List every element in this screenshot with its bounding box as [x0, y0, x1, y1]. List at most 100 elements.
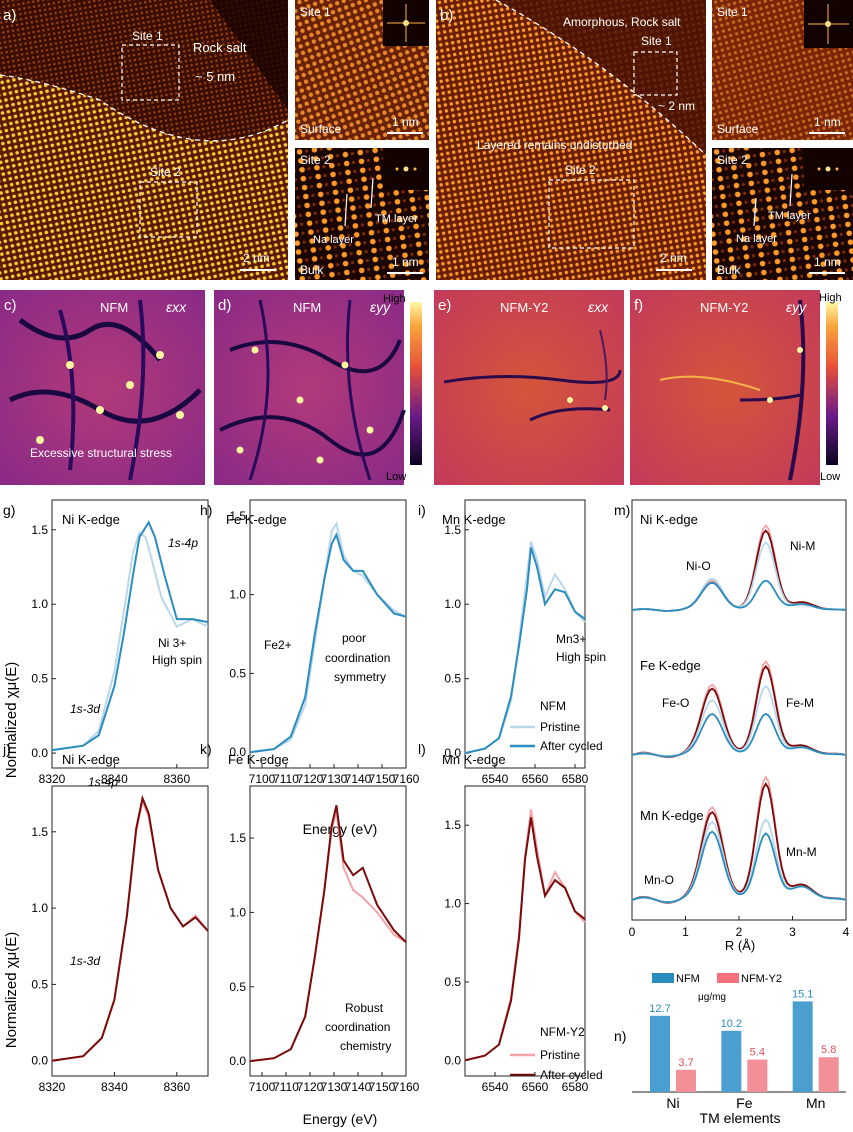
y-tick-label-k: 0.5: [229, 980, 246, 994]
y-tick-label-g: 0.5: [31, 672, 48, 686]
tem-image-b1: Site 1 Surface 1 nm: [712, 0, 853, 140]
x-tick-label-l: 6540: [482, 1080, 509, 1094]
series-line-l-1: [464, 817, 586, 1062]
tem-b2-site: Site 2: [717, 153, 748, 167]
tem-b1-scale: 1 nm: [814, 115, 841, 129]
exafs-line-fe-3: [631, 712, 847, 758]
tem-a1-site: Site 1: [300, 5, 331, 19]
tem-b-site2: Site 2: [565, 163, 596, 177]
tem-b2-scale: 1 nm: [814, 255, 841, 269]
x-tick-label-k: 7160: [393, 1080, 420, 1094]
panel-e-letter: e): [438, 297, 451, 314]
strain-map-e: e) NFM-Y2 εxx: [434, 290, 624, 485]
bar-label-y2: 5.4: [750, 1047, 765, 1059]
x-tick-label-g: 8360: [163, 772, 190, 786]
x-tick-label-k: 7150: [369, 1080, 396, 1094]
y-tick-label-h: 1.0: [229, 588, 246, 602]
x-tick-label-j: 8340: [101, 1080, 128, 1094]
strain-c-sample: NFM: [100, 300, 128, 315]
bar-legend-nfm-swatch: [652, 973, 674, 983]
x-tick-label-l: 6580: [562, 1080, 589, 1094]
strain-d-strain: εyy: [370, 299, 391, 315]
m-mn-edge: Mn K-edge: [640, 808, 704, 823]
legend-nfm: NFM Pristine After cycled: [510, 699, 603, 753]
i-annot-spin: High spin: [556, 650, 606, 664]
panel-j-letter: j): [2, 741, 11, 757]
j-edge: Ni K-edge: [62, 752, 120, 767]
exafs-x-tick-label: 3: [789, 925, 796, 939]
y-tick-label-l: 1.5: [444, 818, 461, 832]
j-annot-1s3d: 1s-3d: [70, 954, 100, 968]
cbar1-low: Low: [386, 471, 406, 483]
cbar2-low: Low: [820, 471, 840, 483]
tem-image-a2: Site 2 TM layer Na layer Bulk 1 nm: [295, 148, 429, 280]
panel-b-letter: b): [440, 7, 453, 24]
y-tick-label-i: 1.0: [444, 597, 461, 611]
panel-n-letter: n): [614, 1028, 626, 1044]
bar-label-y2: 3.7: [678, 1057, 693, 1069]
m-xlabel: R (Å): [725, 938, 755, 953]
m-ni-edge: Ni K-edge: [640, 512, 698, 527]
y-tick-label-l: 1.0: [444, 897, 461, 911]
k-edge: Fe K-edge: [228, 752, 289, 767]
y-tick-label-j: 0.5: [31, 977, 48, 991]
bar-y2: [747, 1059, 768, 1092]
panel-d-letter: d): [218, 297, 231, 314]
n-unit: μg/mg: [698, 992, 726, 1003]
legend-nfm-title: NFM: [540, 699, 566, 713]
strain-map-d: d) NFM εyy: [214, 290, 406, 485]
x-tick-label-h: 7120: [297, 772, 324, 786]
x-tick-label-i: 6560: [522, 772, 549, 786]
plot-frame-i: [464, 499, 586, 769]
tem-b1-region: Surface: [717, 122, 759, 136]
panel-c-letter: c): [4, 297, 17, 314]
panel-g-letter: g): [3, 502, 15, 518]
bar-nfm: [792, 1001, 813, 1092]
tem-a2-na: Na layer: [313, 234, 354, 246]
legend-y2: NFM-Y2 Pristine After cycled: [510, 1025, 603, 1082]
bar-label-nfm: 10.2: [721, 1018, 742, 1030]
m-ni-o: Ni-O: [686, 559, 711, 573]
plot-frame-l: [464, 785, 586, 1077]
y-tick-label-k: 0.0: [229, 1054, 246, 1068]
bar-category-label: Mn: [806, 1095, 825, 1111]
x-tick-label-k: 7130: [321, 1080, 348, 1094]
bar-category-label: Ni: [666, 1095, 679, 1111]
series-line-j-0: [51, 797, 209, 1062]
panel-i-letter: i): [418, 502, 426, 518]
strain-map-f: f) NFM-Y2 εyy: [630, 290, 820, 485]
series-line-h-1: [249, 531, 407, 754]
strain-e-strain: εxx: [588, 299, 609, 315]
x-tick-label-j: 8320: [39, 1080, 66, 1094]
panel-a-letter: a): [3, 7, 16, 24]
y-tick-label-l: 0.5: [444, 975, 461, 989]
strain-c-strain: εxx: [166, 299, 187, 315]
h-edge: Fe K-edge: [226, 512, 287, 527]
series-line-j-1: [51, 794, 209, 1062]
strain-maps: c) NFM εxx Excessive structural stress d…: [0, 290, 842, 485]
strain-e-sample: NFM-Y2: [500, 300, 548, 315]
y-tick-label-g: 1.0: [31, 597, 48, 611]
x-tick-label-i: 6540: [482, 772, 509, 786]
x-tick-label-i: 6580: [562, 772, 589, 786]
tem-b1-site: Site 1: [717, 5, 748, 19]
x-tick-label-k: 7100: [249, 1080, 276, 1094]
bar-nfm: [721, 1030, 742, 1092]
k-annot-coord: coordination: [325, 1020, 390, 1034]
g-annot-spin: High spin: [152, 653, 202, 667]
tem-b2-tm: TM layer: [768, 210, 811, 222]
spectra-figure: Normalized χμ(E) Normalized χμ(E) Energy…: [2, 499, 850, 1127]
tem-b-layered: Layered remains undisturbed: [477, 138, 632, 152]
panel-l-letter: l): [418, 741, 426, 757]
y-tick-label-h: 1.5: [229, 509, 246, 523]
bar-y2: [818, 1057, 839, 1092]
x-tick-label-k: 7120: [297, 1080, 324, 1094]
y-tick-label-l: 0.0: [444, 1053, 461, 1067]
colorbar-2: High Low: [819, 292, 842, 483]
exafs-x-tick-label: 2: [736, 925, 743, 939]
l-edge: Mn K-edge: [442, 752, 506, 767]
exafs-line-mn-3: [631, 830, 847, 904]
bar-label-y2: 5.8: [821, 1044, 836, 1056]
y-tick-label-h: 0.0: [229, 745, 246, 759]
series-line-i-1: [464, 547, 586, 755]
